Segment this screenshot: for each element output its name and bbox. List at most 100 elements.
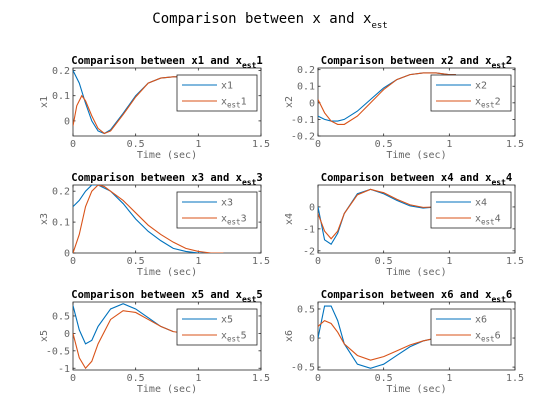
x-axis-label: Time (sec)	[386, 384, 446, 395]
y-axis-label: x3	[39, 213, 50, 225]
y-tick-label: -1	[58, 364, 70, 375]
x-tick-label: 1.5	[252, 373, 270, 384]
legend-label-x-est: xest3	[221, 214, 247, 227]
x-tick-label: 1.5	[252, 139, 270, 150]
legend-label-x: x6	[475, 315, 487, 326]
subplot-title-suffix: 4	[506, 172, 512, 184]
subplot-title-main: Comparison between x6 and x	[321, 289, 492, 301]
y-tick-label: -0.5	[46, 346, 70, 357]
legend-label-suffix: 5	[241, 331, 247, 342]
x-tick-label: 0	[70, 139, 76, 150]
y-tick-label: 0.1	[297, 82, 315, 93]
x-tick-label: 1	[446, 256, 452, 267]
subplot-title-main: Comparison between x5 and x	[71, 289, 242, 301]
legend-box	[430, 74, 512, 112]
legend-label-main: x	[221, 331, 227, 342]
legend-label-suffix: 4	[495, 214, 501, 225]
subplot-title: Comparison between x2 and xest2	[321, 55, 512, 70]
y-tick-label: 0.5	[297, 304, 315, 315]
x-tick-label: 0.5	[127, 373, 145, 384]
x-tick-label: 0.5	[127, 139, 145, 150]
x-tick-label: 1	[446, 373, 452, 384]
y-tick-label: 0.2	[52, 66, 70, 77]
x-tick-label: 0	[70, 256, 76, 267]
legend-label-x-est: xest1	[221, 97, 247, 110]
legend-label-suffix: 2	[495, 97, 501, 108]
subplot-title: Comparison between x3 and xest3	[71, 172, 262, 187]
subplot-title-main: Comparison between x3 and x	[71, 172, 242, 184]
y-tick-label: 0	[309, 334, 315, 345]
x-tick-label: 0	[70, 373, 76, 384]
x-tick-label: 1	[195, 373, 201, 384]
y-tick-label: -0.2	[291, 132, 315, 143]
series-line-x	[73, 303, 174, 345]
series-line-x-est	[318, 72, 456, 125]
legend-box	[176, 74, 258, 112]
y-tick-label: 0	[64, 329, 70, 340]
x-tick-label: 0.5	[127, 256, 145, 267]
legend-box	[430, 191, 512, 229]
legend-label-main: x5	[221, 315, 233, 326]
x-tick-label: 0.5	[375, 139, 393, 150]
legend-label-x: x2	[475, 81, 487, 92]
figure-title-main: Comparison between x and x	[152, 11, 371, 27]
legend-label-sub: est	[227, 335, 241, 344]
subplot-title: Comparison between x6 and xest6	[321, 289, 512, 304]
y-tick-label: 0	[64, 116, 70, 127]
legend-label-main: x	[475, 331, 481, 342]
legend-label-x: x5	[221, 315, 233, 326]
subplot-title-main: Comparison between x1 and x	[71, 55, 242, 67]
legend-label-x: x4	[475, 198, 487, 209]
subplot-title-sub: est	[491, 61, 506, 70]
x-axis-label: Time (sec)	[137, 150, 197, 161]
subplot-title-sub: est	[242, 295, 257, 304]
x-tick-label: 0.5	[375, 256, 393, 267]
x-tick-label: 1.5	[506, 256, 524, 267]
x-axis-label: Time (sec)	[137, 384, 197, 395]
y-tick-label: 0.1	[52, 91, 70, 102]
legend-box	[430, 308, 512, 346]
legend-label-main: x	[475, 214, 481, 225]
series-line-x-est	[73, 185, 224, 253]
y-axis-label: x6	[284, 330, 295, 342]
legend-label-x-est: xest6	[475, 331, 501, 344]
legend-label-suffix: 1	[241, 97, 247, 108]
x-axis-label: Time (sec)	[386, 267, 446, 278]
y-tick-label: -1	[303, 224, 315, 235]
legend-label-x-est: xest4	[475, 214, 501, 227]
x-tick-label: 1	[195, 256, 201, 267]
y-tick-label: 0	[309, 202, 315, 213]
series-line-x	[73, 185, 211, 253]
subplot-title-suffix: 5	[256, 289, 262, 301]
y-axis-label: x4	[284, 213, 295, 225]
figure-title-sub: est	[371, 21, 387, 31]
y-axis-label: x5	[39, 330, 50, 342]
x-tick-label: 1.5	[252, 256, 270, 267]
legend-label-sub: est	[481, 218, 495, 227]
subplot-title-main: Comparison between x2 and x	[321, 55, 492, 67]
y-tick-label: 0	[309, 98, 315, 109]
y-tick-label: 0	[64, 249, 70, 260]
legend-label-main: x3	[221, 198, 233, 209]
y-axis-label: x1	[39, 96, 50, 108]
legend-label-sub: est	[227, 101, 241, 110]
legend-label-sub: est	[481, 101, 495, 110]
subplot-title-suffix: 3	[256, 172, 262, 184]
x-tick-label: 1	[446, 139, 452, 150]
legend-label-suffix: 6	[495, 331, 501, 342]
x-axis-label: Time (sec)	[137, 267, 197, 278]
legend-label-main: x	[221, 97, 227, 108]
y-tick-label: 0.2	[52, 187, 70, 198]
subplot-title-suffix: 1	[256, 55, 262, 67]
legend-label-main: x1	[221, 81, 233, 92]
x-tick-label: 1.5	[506, 373, 524, 384]
legend-label-main: x6	[475, 315, 487, 326]
y-tick-label: 0.5	[52, 311, 70, 322]
legend-box	[176, 308, 258, 346]
